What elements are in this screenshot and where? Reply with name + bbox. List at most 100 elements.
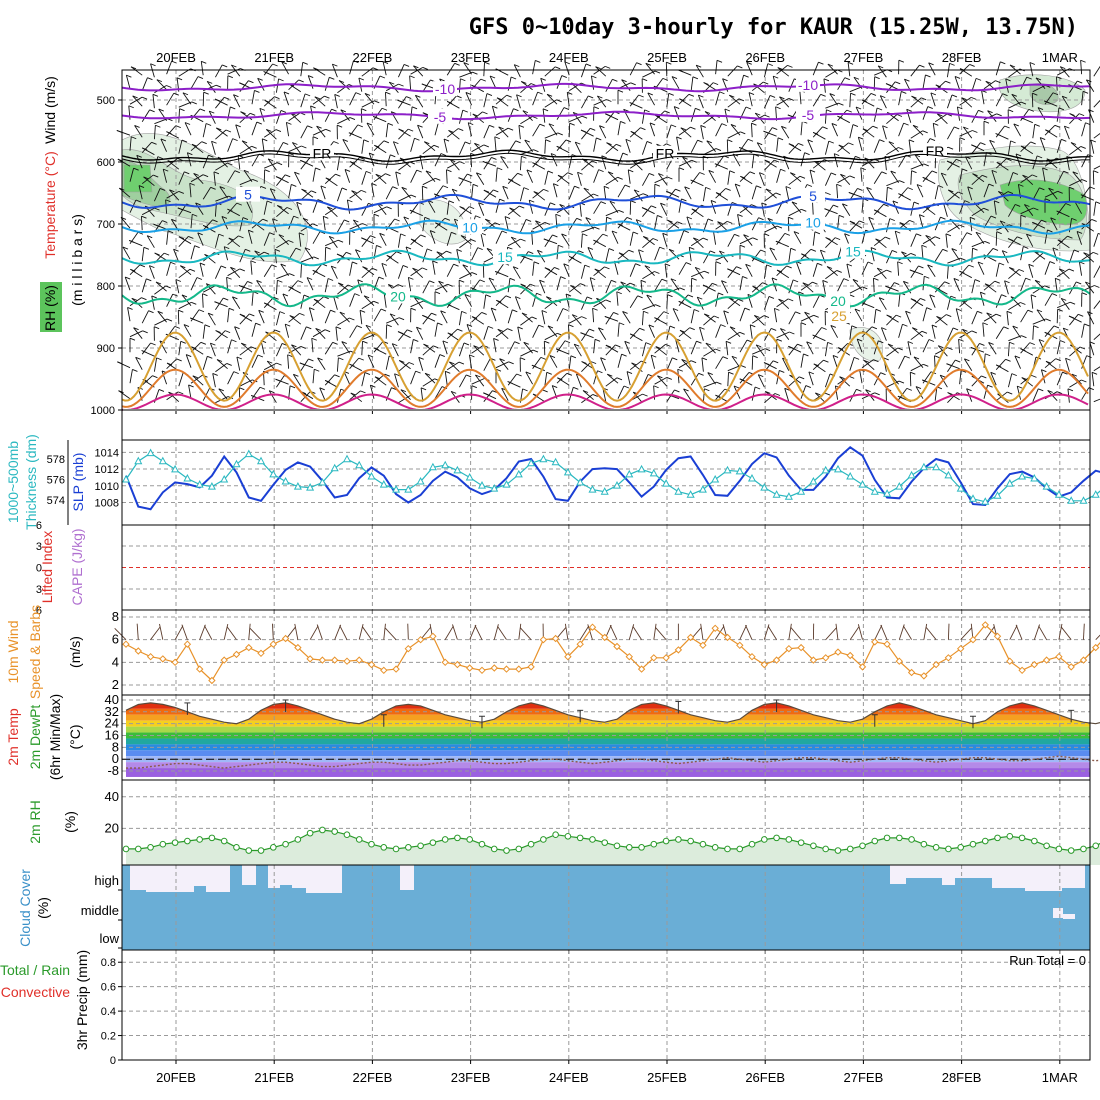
wind-barb	[281, 61, 289, 75]
wind-barb	[471, 144, 485, 153]
date-label: 1MAR	[1042, 1070, 1078, 1085]
contour-label: 15	[845, 244, 861, 260]
thickness-point	[392, 485, 401, 493]
wind-barb-flag	[774, 393, 781, 396]
wind-barb	[593, 201, 602, 214]
wind-barb	[743, 234, 753, 246]
rh-point	[294, 836, 302, 843]
wind-barb-flag	[506, 94, 512, 98]
wind-barb-flag	[560, 276, 566, 280]
wind-barb-flag	[292, 142, 298, 145]
wind-barb	[862, 128, 875, 138]
wind-barb-flag	[854, 308, 861, 312]
wind-barb-flag	[388, 284, 394, 287]
wind-barb	[495, 295, 507, 307]
wind-barb-flag	[423, 343, 429, 347]
wind-barb-flag	[338, 357, 344, 361]
wind-barb	[1020, 277, 1027, 292]
wind-barb-flag	[575, 141, 581, 145]
wind-barb	[251, 354, 259, 368]
wind-barb	[605, 176, 618, 186]
wind-speed-point	[809, 656, 818, 664]
wind-barb-flag	[768, 296, 775, 299]
wind-barb-flag	[971, 96, 977, 100]
wind-barb	[788, 78, 795, 92]
rh-point	[711, 844, 719, 851]
wind-barb	[510, 236, 521, 248]
wind-barb-flag	[910, 371, 916, 375]
wind-barb-flag	[919, 214, 925, 218]
wind-barb	[468, 354, 473, 369]
wind-barb-flag	[379, 232, 385, 236]
thickness-point	[293, 482, 302, 490]
wind-barb	[1036, 309, 1046, 322]
wind-barb-flag	[846, 109, 852, 113]
wind-barb	[657, 375, 668, 387]
wind-barb	[658, 173, 668, 185]
wind-barb	[662, 233, 668, 247]
wind-barb-flag	[285, 174, 291, 178]
contour-35	[121, 393, 1089, 412]
wind-barb	[849, 357, 855, 371]
wind-barb-flag	[154, 252, 160, 256]
wind-barb-flag	[684, 186, 690, 190]
wind-barb-flag	[712, 282, 718, 286]
wind-barb	[983, 152, 987, 167]
wind-barb-flag	[972, 247, 978, 251]
wind-barb-flag	[241, 140, 248, 144]
wind-barb-flag	[799, 376, 805, 380]
wind-barb-flag	[718, 292, 724, 296]
wind-barb-flag	[961, 97, 967, 101]
wind-barb-flag	[1069, 301, 1076, 305]
wind-barb	[1028, 264, 1034, 278]
wind-barb-flag	[259, 107, 266, 111]
wind-barb-flag	[218, 233, 224, 237]
wind-barb	[241, 140, 253, 152]
wind-barb	[153, 357, 158, 372]
wind-barb-flag	[879, 139, 885, 143]
wind-barb	[800, 314, 814, 322]
wind-barb	[300, 190, 312, 201]
wind-barb-flag	[928, 62, 934, 66]
wind-barb-flag	[809, 169, 816, 173]
wind-barb-flag	[1017, 236, 1023, 240]
wind-barb	[868, 217, 875, 231]
rh-point	[208, 834, 216, 842]
wind-speed-point	[993, 632, 1002, 641]
surface-wind-barb	[1038, 625, 1048, 640]
wind-barb-flag	[788, 298, 794, 302]
chart-title: GFS 0~10day 3-hourly for KAUR (15.25W, 1…	[469, 15, 1078, 40]
wind-barb	[1020, 76, 1028, 90]
wind-barb-flag	[727, 220, 733, 224]
wind-barb	[812, 126, 823, 138]
wind-barb-flag	[586, 296, 593, 300]
wind-10m-label: 10m Wind	[5, 620, 21, 683]
wind-barb	[291, 344, 302, 356]
wind-barb	[691, 208, 704, 218]
wind-barb	[369, 385, 375, 399]
wind-barb-flag	[312, 136, 319, 140]
wind-barb-flag	[587, 246, 594, 250]
wind-barb-flag	[896, 114, 903, 117]
wind-barb-flag	[362, 340, 368, 344]
wind-barb-flag	[214, 98, 221, 102]
wind-barb	[995, 158, 1007, 169]
wind-barb	[784, 388, 790, 402]
wind-barb-flag	[800, 322, 807, 326]
wind-barb-flag	[1057, 190, 1063, 194]
wind-barb-flag	[960, 257, 966, 261]
wind-barb-flag	[191, 101, 197, 105]
wind-barb	[1078, 261, 1083, 276]
wind-barb	[307, 75, 314, 89]
wind-barb	[446, 95, 457, 107]
wind-barb	[1013, 123, 1021, 137]
wind-barb-flag	[403, 216, 409, 220]
wind-barb-flag	[928, 339, 935, 342]
wind-barb-flag	[920, 298, 926, 301]
wind-barb-flag	[484, 61, 490, 65]
wind-barb-flag	[558, 244, 564, 248]
wind-barb	[473, 345, 485, 356]
wind-speed-point	[306, 655, 314, 663]
surface-wind-barb	[159, 623, 164, 640]
wind-barb	[934, 314, 947, 324]
